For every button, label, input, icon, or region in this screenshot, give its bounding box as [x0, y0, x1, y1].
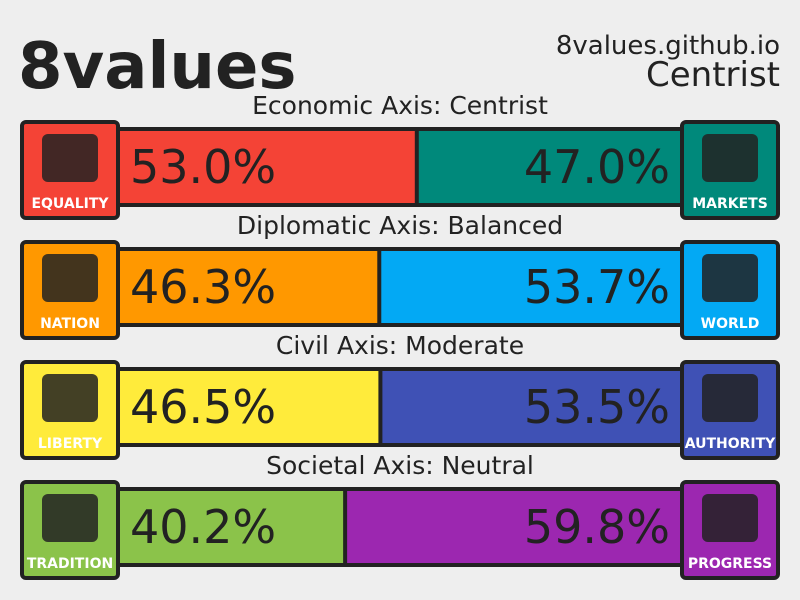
- icon-glyph: [42, 494, 98, 542]
- icon-glyph: [42, 374, 98, 422]
- icon-label: WORLD: [701, 316, 760, 332]
- value-right: 47.0%: [524, 140, 670, 194]
- bar-right: [381, 251, 680, 323]
- value-right: 53.5%: [524, 380, 670, 434]
- icon-label: AUTHORITY: [685, 436, 776, 452]
- site: 8values.github.io: [556, 31, 780, 61]
- icon-glyph: [42, 254, 98, 302]
- value-right: 53.7%: [524, 260, 670, 314]
- icon-label: PROGRESS: [688, 556, 772, 572]
- icon-label: NATION: [40, 316, 100, 332]
- bar-left: [120, 131, 415, 203]
- icon-glyph: [42, 134, 98, 182]
- value-left: 46.3%: [130, 260, 276, 314]
- ideology: Centrist: [646, 55, 780, 95]
- bar-left: [120, 491, 344, 563]
- axis-title: Societal Axis: Neutral: [266, 451, 534, 480]
- bar-right: [347, 491, 680, 563]
- icon-glyph: [702, 494, 758, 542]
- axis-title: Economic Axis: Centrist: [252, 91, 548, 120]
- value-left: 53.0%: [130, 140, 276, 194]
- icon-label: EQUALITY: [31, 196, 109, 212]
- axis-title: Civil Axis: Moderate: [276, 331, 524, 360]
- axis-title: Diplomatic Axis: Balanced: [237, 211, 563, 240]
- value-right: 59.8%: [524, 500, 670, 554]
- icon-glyph: [702, 134, 758, 182]
- icon-label: LIBERTY: [38, 436, 103, 452]
- bar-right: [382, 371, 680, 443]
- bar-right: [418, 131, 680, 203]
- bar-left: [120, 251, 378, 323]
- icon-glyph: [702, 254, 758, 302]
- title: 8values: [18, 30, 296, 104]
- icon-glyph: [702, 374, 758, 422]
- value-left: 40.2%: [130, 500, 276, 554]
- icon-label: MARKETS: [692, 196, 768, 212]
- bar-left: [120, 371, 379, 443]
- icon-label: TRADITION: [27, 556, 113, 572]
- value-left: 46.5%: [130, 380, 276, 434]
